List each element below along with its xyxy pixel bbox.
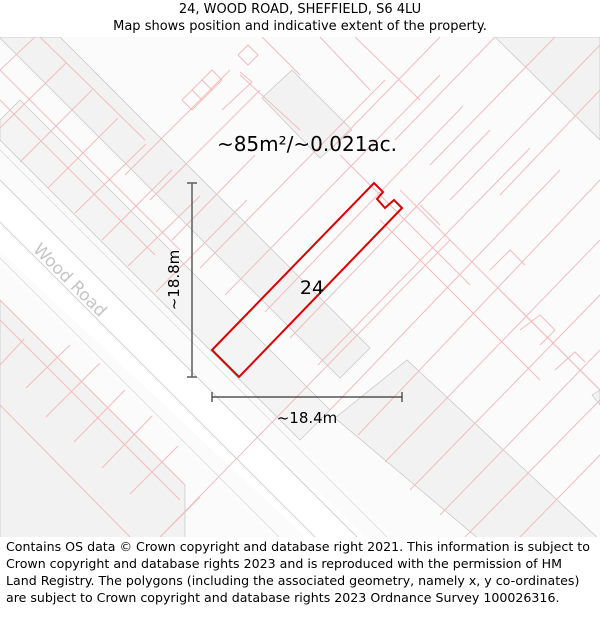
map-subtitle: Map shows position and indicative extent… xyxy=(113,19,487,34)
property-number-label: 24 xyxy=(300,277,324,299)
property-boundary[interactable] xyxy=(210,181,404,379)
property-address-title: 24, WOOD ROAD, SHEFFIELD, S6 4LU xyxy=(178,2,422,17)
height-dimension xyxy=(187,182,197,378)
property-map[interactable]: Wood Road ~85m²/~0.021ac. 24 ~18.8m ~18.… xyxy=(0,37,600,537)
width-dimension xyxy=(211,392,403,402)
area-label: ~85m²/~0.021ac. xyxy=(217,132,397,156)
map-header: 24, WOOD ROAD, SHEFFIELD, S6 4LU Map sho… xyxy=(0,0,600,35)
height-dimension-label: ~18.8m xyxy=(165,250,183,311)
width-dimension-label: ~18.4m xyxy=(277,409,338,427)
wood-road xyxy=(0,149,388,537)
parcel-boundaries xyxy=(0,37,600,537)
copyright-attribution: Contains OS data © Crown copyright and d… xyxy=(6,539,590,605)
